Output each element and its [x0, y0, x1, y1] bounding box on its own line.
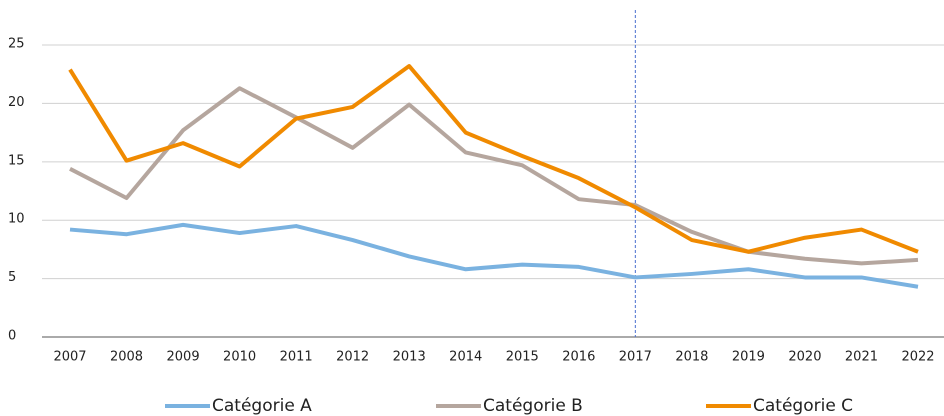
x-tick-label: 2012 — [336, 350, 369, 365]
legend-label: Catégorie A — [212, 396, 312, 416]
x-tick-label: 2009 — [167, 350, 200, 365]
y-tick-label: 0 — [8, 329, 16, 344]
x-tick-label: 2017 — [619, 350, 652, 365]
x-tick-label: 2016 — [562, 350, 595, 365]
y-tick-label: 15 — [8, 153, 25, 168]
x-tick-label: 2014 — [449, 350, 482, 365]
legend-label: Catégorie C — [753, 396, 853, 416]
series-line — [69, 86, 919, 266]
y-tick-label: 5 — [8, 270, 16, 285]
x-tick-label: 2021 — [845, 350, 878, 365]
x-tick-label: 2010 — [223, 350, 256, 365]
series-line — [68, 64, 919, 254]
legend-label: Catégorie B — [483, 396, 583, 416]
x-tick-label: 2013 — [393, 350, 426, 365]
y-tick-label: 10 — [8, 212, 25, 227]
x-tick-label: 2015 — [506, 350, 539, 365]
x-tick-label: 2019 — [732, 350, 765, 365]
x-tick-label: 2022 — [901, 350, 934, 365]
x-tick-label: 2018 — [675, 350, 708, 365]
x-tick-label: 2011 — [280, 350, 313, 365]
series-line — [69, 222, 919, 289]
x-tick-label: 2020 — [788, 350, 821, 365]
x-tick-label: 2008 — [110, 350, 143, 365]
x-tick-label: 2007 — [53, 350, 86, 365]
y-tick-label: 20 — [8, 95, 25, 110]
y-tick-label: 25 — [8, 37, 25, 52]
